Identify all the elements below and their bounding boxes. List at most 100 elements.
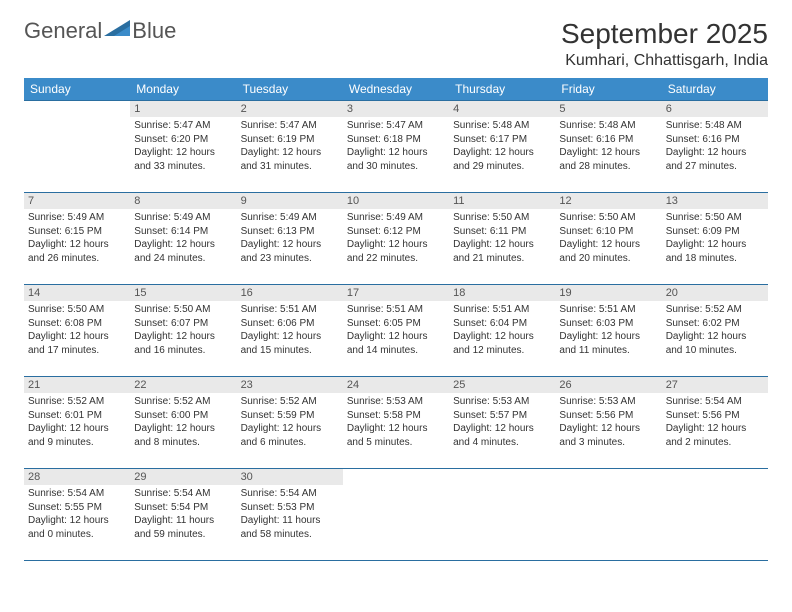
sunset-text: Sunset: 6:19 PM xyxy=(241,133,339,147)
daylight2-text: and 24 minutes. xyxy=(134,252,232,266)
daylight2-text: and 5 minutes. xyxy=(347,436,445,450)
calendar-day-cell: 7Sunrise: 5:49 AMSunset: 6:15 PMDaylight… xyxy=(24,193,130,285)
title-block: September 2025 Kumhari, Chhattisgarh, In… xyxy=(561,18,768,70)
calendar-day-cell: 30Sunrise: 5:54 AMSunset: 5:53 PMDayligh… xyxy=(237,469,343,561)
day-number: 26 xyxy=(555,377,661,393)
sunset-text: Sunset: 6:13 PM xyxy=(241,225,339,239)
sunset-text: Sunset: 6:20 PM xyxy=(134,133,232,147)
calendar-day-cell: 14Sunrise: 5:50 AMSunset: 6:08 PMDayligh… xyxy=(24,285,130,377)
daylight1-text: Daylight: 12 hours xyxy=(134,238,232,252)
day-header: Saturday xyxy=(662,78,768,101)
calendar-page: General Blue September 2025 Kumhari, Chh… xyxy=(0,0,792,573)
daylight2-text: and 3 minutes. xyxy=(559,436,657,450)
calendar-day-cell xyxy=(24,101,130,193)
day-header: Wednesday xyxy=(343,78,449,101)
sunrise-text: Sunrise: 5:50 AM xyxy=(28,303,126,317)
daylight2-text: and 0 minutes. xyxy=(28,528,126,542)
daylight2-text: and 8 minutes. xyxy=(134,436,232,450)
daylight1-text: Daylight: 12 hours xyxy=(666,422,764,436)
sunset-text: Sunset: 6:03 PM xyxy=(559,317,657,331)
calendar-day-cell: 13 Sunrise: 5:50 AMSunset: 6:09 PMDayligh… xyxy=(662,193,768,285)
calendar-day-cell: 24Sunrise: 5:53 AMSunset: 5:58 PMDayligh… xyxy=(343,377,449,469)
sunrise-text: Sunrise: 5:48 AM xyxy=(559,119,657,133)
day-number: 10 xyxy=(343,193,449,209)
sunrise-text: Sunrise: 5:53 AM xyxy=(559,395,657,409)
sunrise-text: Sunrise: 5:50 AM xyxy=(666,211,764,225)
day-number: 16 xyxy=(237,285,343,301)
sunset-text: Sunset: 6:16 PM xyxy=(666,133,764,147)
calendar-day-cell: 25Sunrise: 5:53 AMSunset: 5:57 PMDayligh… xyxy=(449,377,555,469)
calendar-day-cell: 16Sunrise: 5:51 AMSunset: 6:06 PMDayligh… xyxy=(237,285,343,377)
daylight1-text: Daylight: 12 hours xyxy=(347,422,445,436)
month-title: September 2025 xyxy=(561,18,768,50)
sunset-text: Sunset: 6:15 PM xyxy=(28,225,126,239)
daylight1-text: Daylight: 12 hours xyxy=(666,330,764,344)
day-number: 12 xyxy=(555,193,661,209)
brand-word2: Blue xyxy=(132,18,176,44)
sunset-text: Sunset: 6:09 PM xyxy=(666,225,764,239)
daylight1-text: Daylight: 12 hours xyxy=(347,146,445,160)
calendar-day-cell: 3 Sunrise: 5:47 AMSunset: 6:18 PMDaylight… xyxy=(343,101,449,193)
daylight1-text: Daylight: 11 hours xyxy=(241,514,339,528)
day-number: 30 xyxy=(237,469,343,485)
daylight1-text: Daylight: 12 hours xyxy=(559,422,657,436)
daylight2-text: and 18 minutes. xyxy=(666,252,764,266)
sunrise-text: Sunrise: 5:54 AM xyxy=(134,487,232,501)
sunset-text: Sunset: 6:08 PM xyxy=(28,317,126,331)
day-header: Thursday xyxy=(449,78,555,101)
day-number: 13 xyxy=(662,193,768,209)
calendar-day-cell: 15Sunrise: 5:50 AMSunset: 6:07 PMDayligh… xyxy=(130,285,236,377)
calendar-day-cell: 27Sunrise: 5:54 AMSunset: 5:56 PMDayligh… xyxy=(662,377,768,469)
sunrise-text: Sunrise: 5:48 AM xyxy=(666,119,764,133)
daylight2-text: and 21 minutes. xyxy=(453,252,551,266)
header: General Blue September 2025 Kumhari, Chh… xyxy=(24,18,768,70)
day-number: 24 xyxy=(343,377,449,393)
daylight2-text: and 29 minutes. xyxy=(453,160,551,174)
daylight1-text: Daylight: 12 hours xyxy=(134,422,232,436)
calendar-day-cell: 8Sunrise: 5:49 AMSunset: 6:14 PMDaylight… xyxy=(130,193,236,285)
sunrise-text: Sunrise: 5:49 AM xyxy=(28,211,126,225)
sunset-text: Sunset: 5:56 PM xyxy=(666,409,764,423)
calendar-day-cell xyxy=(555,469,661,561)
daylight2-text: and 30 minutes. xyxy=(347,160,445,174)
daylight1-text: Daylight: 12 hours xyxy=(134,330,232,344)
sunrise-text: Sunrise: 5:47 AM xyxy=(241,119,339,133)
day-number: 14 xyxy=(24,285,130,301)
sunrise-text: Sunrise: 5:48 AM xyxy=(453,119,551,133)
daylight2-text: and 2 minutes. xyxy=(666,436,764,450)
daylight1-text: Daylight: 12 hours xyxy=(453,422,551,436)
sunset-text: Sunset: 5:56 PM xyxy=(559,409,657,423)
sunrise-text: Sunrise: 5:52 AM xyxy=(134,395,232,409)
day-number: 3 xyxy=(343,101,449,117)
daylight1-text: Daylight: 12 hours xyxy=(241,330,339,344)
sunrise-text: Sunrise: 5:47 AM xyxy=(347,119,445,133)
sunset-text: Sunset: 6:06 PM xyxy=(241,317,339,331)
daylight2-text: and 59 minutes. xyxy=(134,528,232,542)
sunrise-text: Sunrise: 5:50 AM xyxy=(559,211,657,225)
day-number: 28 xyxy=(24,469,130,485)
daylight1-text: Daylight: 12 hours xyxy=(666,238,764,252)
sunset-text: Sunset: 6:18 PM xyxy=(347,133,445,147)
daylight1-text: Daylight: 12 hours xyxy=(28,238,126,252)
daylight1-text: Daylight: 12 hours xyxy=(453,330,551,344)
daylight2-text: and 28 minutes. xyxy=(559,160,657,174)
daylight2-text: and 4 minutes. xyxy=(453,436,551,450)
sunset-text: Sunset: 5:58 PM xyxy=(347,409,445,423)
daylight1-text: Daylight: 12 hours xyxy=(559,330,657,344)
calendar-day-cell: 20Sunrise: 5:52 AMSunset: 6:02 PMDayligh… xyxy=(662,285,768,377)
daylight1-text: Daylight: 12 hours xyxy=(559,238,657,252)
daylight1-text: Daylight: 12 hours xyxy=(134,146,232,160)
sunset-text: Sunset: 6:16 PM xyxy=(559,133,657,147)
day-header: Monday xyxy=(130,78,236,101)
sunrise-text: Sunrise: 5:52 AM xyxy=(666,303,764,317)
calendar-day-cell: 26 Sunrise: 5:53 AMSunset: 5:56 PMDayligh… xyxy=(555,377,661,469)
daylight2-text: and 16 minutes. xyxy=(134,344,232,358)
daylight2-text: and 26 minutes. xyxy=(28,252,126,266)
calendar-day-cell: 1Sunrise: 5:47 AMSunset: 6:20 PMDaylight… xyxy=(130,101,236,193)
day-number: 23 xyxy=(237,377,343,393)
sunset-text: Sunset: 6:07 PM xyxy=(134,317,232,331)
sunrise-text: Sunrise: 5:54 AM xyxy=(666,395,764,409)
daylight2-text: and 27 minutes. xyxy=(666,160,764,174)
sunset-text: Sunset: 6:10 PM xyxy=(559,225,657,239)
day-number: 18 xyxy=(449,285,555,301)
